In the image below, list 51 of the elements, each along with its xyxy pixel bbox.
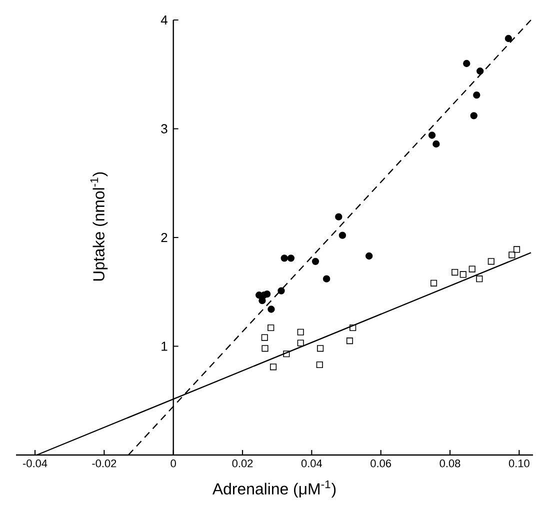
x-tick-label: 0 [170, 460, 176, 468]
point [283, 350, 290, 358]
x-tick-label: 0.10 [508, 460, 530, 468]
point [473, 91, 480, 99]
point [312, 258, 320, 266]
point [366, 252, 373, 260]
point [428, 132, 436, 139]
point [476, 68, 484, 75]
point [270, 364, 277, 370]
x-tick-label: 0.04 [301, 460, 322, 468]
point [297, 340, 304, 346]
point [452, 269, 458, 276]
point [504, 34, 512, 42]
x-tick-label: 0.02 [232, 460, 253, 468]
point [488, 258, 494, 265]
point [268, 324, 274, 332]
y-tick-label: 3 [161, 124, 168, 134]
point [262, 345, 268, 352]
point [287, 254, 295, 262]
point [322, 275, 330, 282]
point [335, 213, 342, 220]
y-tick-label: 2 [161, 232, 168, 242]
point [470, 112, 478, 120]
point [468, 266, 476, 272]
point [268, 306, 275, 313]
point [508, 252, 516, 258]
point [338, 232, 346, 239]
point [316, 361, 323, 368]
point [350, 324, 356, 332]
point [261, 334, 268, 341]
x-tick-label: -0.04 [23, 460, 48, 468]
y-tick-label: 4 [160, 16, 168, 24]
point [513, 246, 520, 253]
point [460, 271, 466, 278]
point [263, 290, 271, 298]
point [280, 254, 288, 262]
point [463, 60, 470, 68]
point [432, 140, 440, 148]
x-axis-title: Adrenaline (μM$^{-1}$) [212, 480, 336, 498]
point [278, 287, 285, 294]
point [430, 280, 438, 286]
y-axis-title: Uptake (nmol$^{-1}$) [90, 172, 108, 281]
point [258, 296, 266, 304]
point [317, 345, 324, 352]
y-tick-label: 1 [162, 342, 168, 351]
x-tick-label: -0.02 [92, 460, 116, 468]
point [476, 276, 483, 282]
point [346, 338, 354, 344]
x-tick-label: 0.08 [440, 460, 460, 468]
point [297, 328, 304, 336]
x-tick-label: 0.06 [370, 460, 392, 468]
